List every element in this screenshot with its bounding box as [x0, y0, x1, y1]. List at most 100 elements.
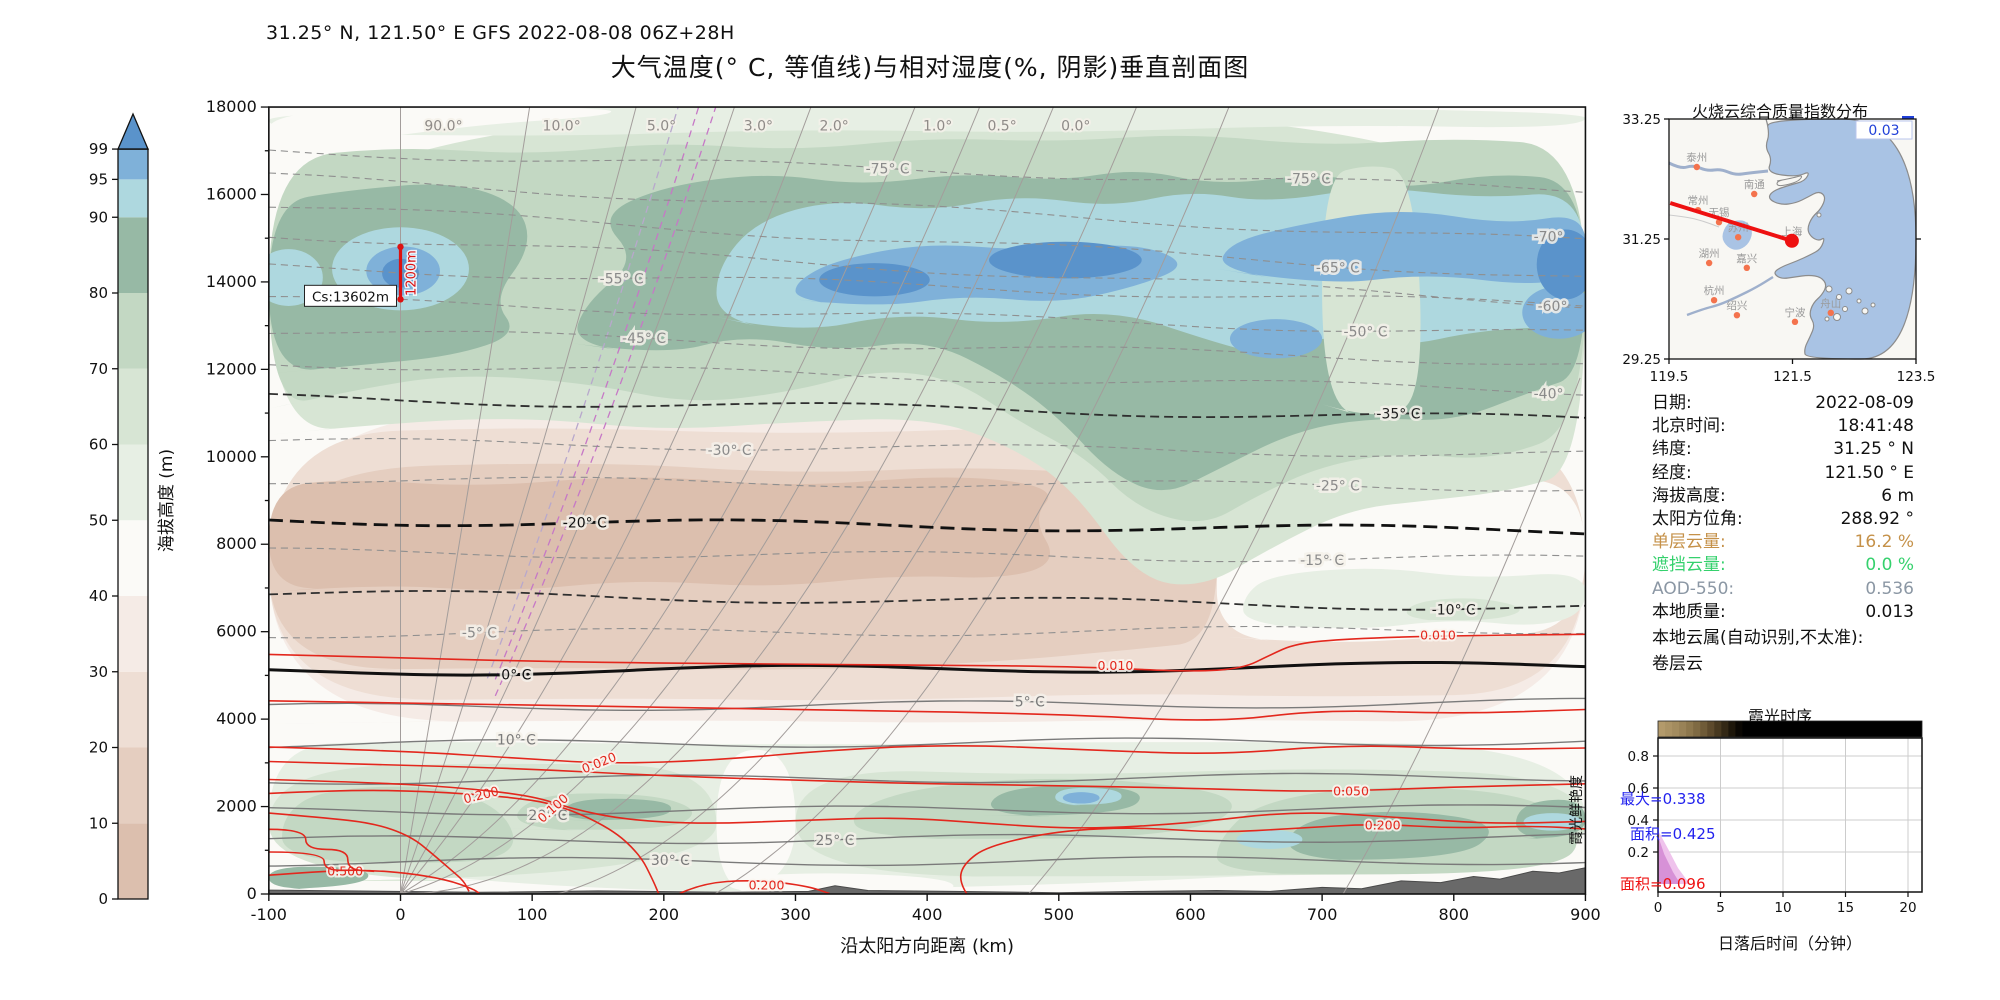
island [1861, 307, 1869, 315]
sky-strip-cell [1686, 721, 1694, 737]
island [1824, 316, 1830, 322]
svg-text:90.0°: 90.0° [424, 119, 462, 135]
yangtze-river [1668, 161, 1769, 176]
svg-text:100: 100 [517, 905, 548, 924]
svg-text:10° C: 10° C [497, 733, 536, 749]
temp-contour [268, 393, 1586, 419]
svg-text:25° C: 25° C [815, 833, 854, 849]
svg-text:-75° C: -75° C [866, 161, 910, 177]
svg-text:-20° C: -20° C [563, 516, 607, 532]
island [1825, 285, 1833, 293]
info-row: 本地质量: 0.013 [1652, 601, 1914, 622]
svg-text:5: 5 [1716, 900, 1725, 916]
svg-text:-40°: -40° [1534, 387, 1564, 403]
svg-text:60: 60 [89, 436, 108, 454]
svg-text:119.5: 119.5 [1650, 369, 1689, 385]
page-title: 大气温度(° C, 等值线)与相对湿度(%, 阴影)垂直剖面图 [610, 53, 1250, 82]
info-row: 海拔高度: 6 m [1652, 485, 1914, 506]
red-contour [268, 633, 1586, 672]
temp-contour [268, 364, 1586, 396]
svg-text:0.010: 0.010 [1420, 627, 1456, 642]
svg-text:0.200: 0.200 [749, 877, 785, 892]
svg-text:-70°: -70° [1534, 230, 1564, 246]
svg-text:0.050: 0.050 [1333, 784, 1369, 799]
svg-text:0: 0 [247, 884, 257, 903]
sky-strip-cell [1707, 721, 1715, 737]
sea-region [1765, 118, 1917, 360]
temp-contour [268, 206, 1586, 277]
red-contour [268, 778, 1586, 829]
glow-chart-ylabel: 霞光鲜艳度 [1569, 775, 1585, 845]
sky-strip-cell [1721, 721, 1729, 737]
svg-text:0.0°: 0.0° [1061, 119, 1090, 135]
svg-text:10: 10 [89, 814, 108, 832]
svg-text:3.0°: 3.0° [744, 119, 773, 135]
svg-text:-100: -100 [251, 905, 287, 924]
svg-text:-10° C: -10° C [1432, 602, 1476, 618]
sky-strip-frame [1657, 720, 1923, 738]
x-axis-label: 沿太阳方向距离 (km) [840, 936, 1014, 957]
sun-elevation-rays [400, 107, 1581, 895]
island [1842, 306, 1848, 312]
city-dot [1734, 234, 1742, 241]
sky-strip-cell [1728, 721, 1736, 737]
plot-area: 90.0° 10.0° 5.0° 3.0° 2.0° 1.0° 0.5° 0.0° 30° C 2… [268, 107, 1586, 895]
colorbar-segment [118, 747, 148, 824]
svg-text:121.5: 121.5 [1773, 369, 1812, 385]
city-label: 湖州 [1699, 248, 1720, 260]
svg-text:6000: 6000 [216, 622, 257, 641]
temp-contour [268, 330, 1586, 365]
cloud-genus-note: 本地云属(自动识别,不太准): [1652, 628, 1864, 649]
city-label: 上海 [1781, 225, 1802, 238]
island [1845, 287, 1853, 295]
observation-info-panel: 日期: 2022-08-09 北京时间: 18:41:48 纬度: 31.25 ° N… [1652, 392, 1914, 676]
svg-text:20° C: 20° C [528, 808, 567, 824]
temp-contour [268, 518, 1586, 536]
temp-contour [268, 772, 1586, 785]
terrain-silhouette [268, 867, 1586, 895]
red-contour [268, 828, 375, 873]
city-label: 常州 [1688, 194, 1709, 207]
info-row: 北京时间: 18:41:48 [1652, 416, 1914, 437]
red-contour [268, 851, 359, 872]
svg-text:5.0°: 5.0° [647, 119, 676, 135]
svg-text:-30° C: -30° C [708, 443, 752, 459]
info-row: 日期: 2022-08-09 [1652, 393, 1914, 413]
svg-text:40: 40 [89, 587, 108, 605]
svg-text:-25° C: -25° C [1316, 479, 1360, 495]
svg-text:18000: 18000 [206, 97, 257, 116]
svg-text:400: 400 [912, 905, 943, 924]
colorbar-segment [118, 823, 148, 899]
glow-plot: 0 5 10 15 20 0.2 0.4 0.6 0.8 最大=0.338 面积=0.425 面积=0… [1620, 720, 1923, 916]
humidity-colorbar: 0 10 20 30 40 50 60 70 80 90 95 99 [89, 112, 149, 908]
svg-text:1.0°: 1.0° [923, 119, 952, 135]
transect-line [1669, 201, 1793, 243]
colorbar-segment [118, 368, 148, 445]
svg-text:20: 20 [89, 739, 108, 757]
city-dot [1827, 309, 1834, 316]
red-contour [959, 824, 1586, 895]
island [1870, 302, 1876, 308]
info-row: 遮挡云量: 0.0 % [1652, 555, 1914, 576]
glow-max-annotation: 最大=0.338 [1620, 790, 1706, 808]
svg-text:-65° C: -65° C [1316, 260, 1360, 276]
svg-text:300: 300 [780, 905, 811, 924]
svg-text:2000: 2000 [216, 797, 257, 816]
city-dot [1710, 297, 1718, 304]
twilight-ray [494, 107, 700, 680]
glow-area-annotation: 面积=0.425 [1630, 825, 1716, 843]
red-contour [268, 745, 1586, 764]
temp-contour [268, 547, 1586, 563]
sky-strip-cell [1672, 721, 1680, 737]
temp-contour [268, 737, 1586, 749]
temp-contour [268, 590, 1586, 611]
svg-text:0.010: 0.010 [1098, 658, 1134, 673]
island [1836, 294, 1842, 300]
svg-text:12000: 12000 [206, 359, 257, 378]
cross-section-plot: 90.0° 10.0° 5.0° 3.0° 2.0° 1.0° 0.5° 0.0° 30° C 2… [157, 97, 1601, 957]
svg-text:-5° C: -5° C [462, 626, 497, 642]
cloud-genus-value: 卷层云 [1652, 654, 1703, 675]
city-dot [1733, 312, 1741, 319]
